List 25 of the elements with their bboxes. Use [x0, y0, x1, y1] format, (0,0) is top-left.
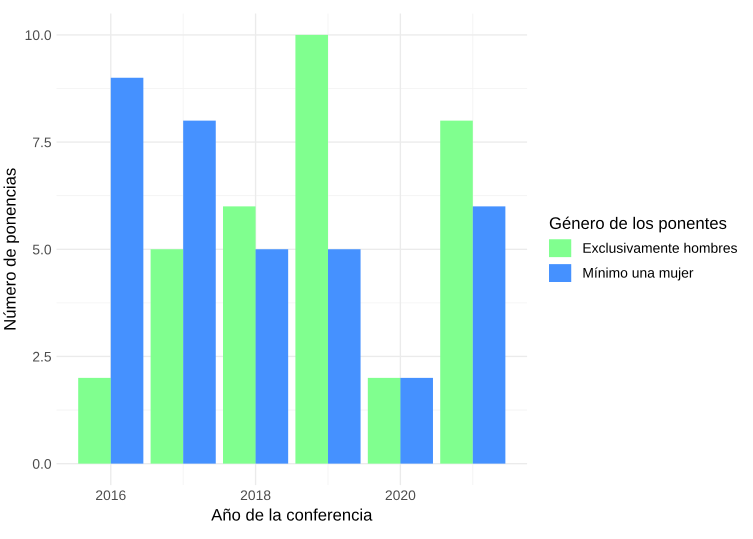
bar — [368, 378, 400, 464]
legend-label: Mínimo una mujer — [583, 267, 694, 280]
bar — [256, 249, 288, 464]
bar — [223, 206, 256, 464]
legend-title: Género de los ponentes — [550, 216, 726, 232]
y-tick-label: 7.5 — [33, 138, 52, 148]
x-axis-title: Año de la conferencia — [211, 508, 372, 521]
y-tick-label: 0.0 — [32, 458, 52, 469]
y-tick-label: 10.0 — [26, 30, 52, 40]
x-tick-label: 2018 — [240, 490, 270, 500]
bar — [110, 78, 144, 464]
bar — [295, 34, 328, 464]
bar — [472, 206, 506, 464]
bar — [400, 378, 433, 464]
x-tick-label: 2016 — [96, 490, 126, 500]
x-tick-label: 2020 — [386, 490, 416, 500]
bar — [328, 249, 361, 464]
y-tick-label: 5.0 — [32, 244, 52, 254]
bar — [78, 378, 111, 464]
bar — [440, 120, 473, 464]
legend-label: Exclusivamente hombres — [583, 242, 738, 253]
bar — [183, 120, 216, 464]
y-axis-title: Número de ponencias — [3, 168, 20, 330]
bar — [150, 249, 184, 464]
y-tick-label: 2.5 — [33, 352, 52, 362]
